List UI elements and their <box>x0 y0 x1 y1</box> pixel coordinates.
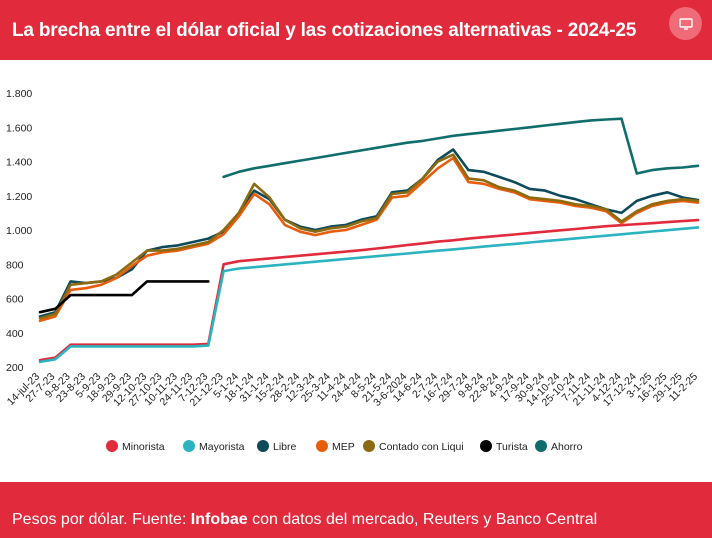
legend-label-turista: Turista <box>496 441 528 453</box>
y-tick-label: 1.000 <box>6 225 32 237</box>
legend-label-ahorro: Ahorro <box>551 441 583 453</box>
y-tick-label: 1.400 <box>6 157 32 169</box>
chart-title: La brecha entre el dólar oficial y las c… <box>12 20 637 41</box>
legend: Minorista Mayorista Libre MEP Contado con Li… <box>106 440 583 453</box>
source-suffix: con datos del mercado, Reuters y Banco C… <box>247 511 598 528</box>
series-lines <box>38 117 700 364</box>
legend-marker-contado-con-liqui <box>363 440 375 452</box>
legend-label-mep: MEP <box>332 441 355 453</box>
y-tick-label: 1.200 <box>6 191 32 203</box>
chart-header: La brecha entre el dólar oficial y las c… <box>0 0 712 60</box>
y-tick-label: 200 <box>6 362 24 374</box>
line-chart: 200 400 600 800 1.000 1.200 1.400 1.600 1.800 14… <box>5 88 700 453</box>
series-line-turista <box>38 280 210 314</box>
y-tick-label: 400 <box>6 328 24 340</box>
legend-label-contado-con-liqui: Contado con Liqui <box>379 441 464 453</box>
x-axis: 14-jul-2327-7-239-8-2323-8-235-9-2318-9-… <box>5 371 700 409</box>
legend-marker-ahorro <box>535 440 547 452</box>
legend-marker-mep <box>316 440 328 452</box>
series-line-minorista <box>38 218 700 362</box>
legend-label-mayorista: Mayorista <box>199 441 245 453</box>
y-axis: 200 400 600 800 1.000 1.200 1.400 1.600 1.800 <box>6 88 32 374</box>
monitor-icon <box>678 17 693 30</box>
chart-footer: Pesos por dólar. Fuente: Infobae con dat… <box>0 482 712 538</box>
source-prefix: Pesos por dólar. Fuente: <box>12 511 191 528</box>
legend-marker-mayorista <box>183 440 195 452</box>
series-line-libre <box>38 148 700 318</box>
series-line-ahorro <box>222 117 700 179</box>
legend-marker-libre <box>257 440 269 452</box>
y-tick-label: 800 <box>6 259 24 271</box>
chart-area: 200 400 600 800 1.000 1.200 1.400 1.600 1.800 14… <box>0 60 712 482</box>
legend-marker-turista <box>480 440 492 452</box>
y-tick-label: 1.600 <box>6 122 32 134</box>
series-line-mayorista <box>38 226 700 364</box>
legend-marker-minorista <box>106 440 118 452</box>
legend-label-libre: Libre <box>273 441 297 453</box>
series-line-mep <box>38 156 700 323</box>
y-tick-label: 600 <box>6 294 24 306</box>
source-note: Pesos por dólar. Fuente: Infobae con dat… <box>12 511 597 529</box>
series-line-contado-con-liqui <box>38 153 700 320</box>
legend-label-minorista: Minorista <box>122 441 165 453</box>
source-bold: Infobae <box>190 511 248 528</box>
y-tick-label: 1.800 <box>6 88 32 100</box>
fullscreen-button[interactable] <box>669 7 702 40</box>
